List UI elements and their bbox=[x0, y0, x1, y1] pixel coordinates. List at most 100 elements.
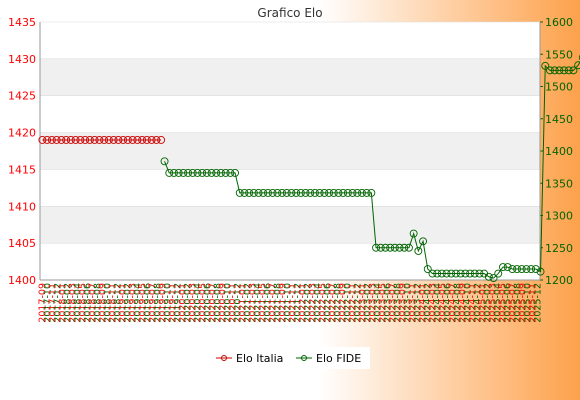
elo-fide-point bbox=[517, 265, 526, 273]
x-tick-label: 2025-03 bbox=[488, 283, 499, 323]
elo-fide-point bbox=[362, 188, 371, 197]
elo-fide-point bbox=[409, 229, 418, 238]
elo-fide-point bbox=[240, 188, 249, 197]
y-right-tick-label: 1400 bbox=[545, 145, 573, 158]
chart-title: Grafico Elo bbox=[257, 6, 322, 20]
elo-fide-point bbox=[531, 265, 540, 273]
elo-italia-point bbox=[104, 135, 113, 144]
x-tick-label: 2023-02 bbox=[363, 283, 374, 323]
elo-fide-point bbox=[400, 243, 409, 252]
elo-fide-point bbox=[306, 188, 315, 197]
elo-italia-point bbox=[85, 135, 94, 144]
elo-fide-point bbox=[405, 243, 413, 252]
x-tick-label: 2019-03 bbox=[128, 283, 139, 323]
elo-fide-point bbox=[447, 269, 456, 278]
elo-fide-point bbox=[414, 247, 423, 255]
x-tick-label: 2019-01 bbox=[118, 283, 129, 323]
x-tick-label: 2022-09 bbox=[338, 283, 349, 323]
elo-fide-point bbox=[353, 188, 362, 197]
elo-fide-point bbox=[226, 168, 235, 177]
elo-fide-point bbox=[546, 66, 554, 75]
x-tick-label: 2020-11 bbox=[228, 283, 239, 323]
elo-fide-point bbox=[484, 272, 493, 281]
x-tick-label: 2018-08 bbox=[93, 283, 104, 323]
y-left-tick-label: 1400 bbox=[8, 274, 36, 287]
legend-swatch-marker bbox=[301, 355, 307, 361]
y-left-tick-label: 1420 bbox=[8, 127, 36, 140]
x-tick-label: 2020-10 bbox=[223, 283, 234, 323]
elo-italia-point bbox=[138, 135, 147, 144]
x-tick-label: 2020-04 bbox=[193, 283, 204, 323]
x-tick-label: 2022-03 bbox=[308, 283, 319, 323]
grid-band bbox=[40, 58, 540, 96]
x-tick-label: 2020-12 bbox=[233, 283, 244, 323]
x-tick-label: 2022-02 bbox=[303, 283, 314, 323]
elo-fide-point bbox=[466, 269, 474, 278]
x-tick-label: 2024-02 bbox=[423, 283, 434, 323]
x-tick-label: 2020-08 bbox=[213, 283, 224, 323]
x-tick-label: 2021-10 bbox=[283, 283, 294, 323]
x-tick-label: 2024-11 bbox=[468, 283, 479, 323]
y-left-tick-label: 1430 bbox=[8, 53, 36, 66]
x-tick-label: 2024-12 bbox=[473, 283, 484, 323]
grid-band bbox=[40, 132, 540, 170]
x-tick-label: 2022-11 bbox=[348, 283, 359, 323]
elo-fide-point bbox=[235, 188, 244, 197]
y-right-tick-label: 1250 bbox=[545, 242, 573, 255]
elo-fide-point bbox=[287, 188, 296, 197]
x-tick-label: 2018-06 bbox=[83, 283, 94, 323]
x-tick-label: 2020-02 bbox=[183, 283, 194, 323]
y-left-tick-label: 1415 bbox=[8, 163, 36, 176]
legend-label: Elo Italia bbox=[236, 352, 283, 365]
elo-fide-point bbox=[503, 263, 512, 272]
y-right-tick-label: 1350 bbox=[545, 177, 573, 190]
elo-fide-point bbox=[160, 157, 169, 166]
x-tick-label: 2024-01 bbox=[418, 283, 429, 323]
x-tick-label: 2019-06 bbox=[143, 283, 154, 323]
x-tick-label: 2018-10 bbox=[103, 283, 114, 323]
x-tick-label: 2023-04 bbox=[373, 283, 384, 323]
x-tick-label: 2020-05 bbox=[198, 283, 209, 323]
elo-fide-point bbox=[470, 269, 479, 278]
x-tick-label: 2019-09 bbox=[158, 283, 169, 323]
elo-fide-point bbox=[348, 188, 357, 197]
elo-fide-point bbox=[212, 168, 221, 177]
elo-italia-point bbox=[47, 135, 56, 144]
elo-fide-point bbox=[320, 188, 329, 197]
legend-swatch-marker bbox=[221, 355, 227, 361]
elo-fide-point bbox=[334, 188, 343, 197]
elo-fide-point bbox=[376, 243, 385, 252]
x-tick-label: 2019-05 bbox=[138, 283, 149, 323]
x-tick-label: 2021-11 bbox=[288, 283, 299, 323]
elo-fide-point bbox=[278, 188, 286, 197]
elo-fide-point bbox=[522, 265, 531, 273]
elo-fide-point bbox=[198, 168, 207, 177]
grid-band bbox=[40, 206, 540, 244]
elo-fide-point bbox=[437, 269, 446, 278]
x-tick-label: 2018-01 bbox=[58, 283, 69, 323]
x-tick-label: 2017-09 bbox=[38, 283, 49, 323]
x-tick-label: 2025-08 bbox=[513, 283, 524, 323]
x-tick-label: 2019-10 bbox=[163, 283, 174, 323]
elo-fide-point bbox=[339, 188, 348, 197]
x-tick-label: 2017-11 bbox=[48, 283, 59, 323]
x-tick-label: 2021-05 bbox=[258, 283, 269, 323]
elo-fide-point bbox=[395, 243, 404, 252]
elo-fide-point bbox=[315, 188, 324, 197]
x-tick-label: 2024-09 bbox=[458, 283, 469, 323]
x-tick-label: 2021-02 bbox=[243, 283, 254, 323]
x-tick-label: 2021-09 bbox=[278, 283, 289, 323]
elo-fide-point bbox=[527, 265, 536, 273]
elo-italia-point bbox=[109, 135, 118, 144]
x-tick-label: 2021-12 bbox=[293, 283, 304, 323]
elo-italia-point bbox=[100, 135, 109, 144]
x-tick-label: 2021-01 bbox=[238, 283, 249, 323]
y-right-tick-label: 1600 bbox=[545, 16, 573, 29]
elo-fide-point bbox=[442, 269, 451, 278]
elo-fide-point bbox=[564, 66, 573, 75]
elo-fide-point bbox=[296, 188, 305, 197]
elo-fide-point bbox=[301, 188, 310, 197]
elo-fide-point bbox=[367, 188, 376, 197]
